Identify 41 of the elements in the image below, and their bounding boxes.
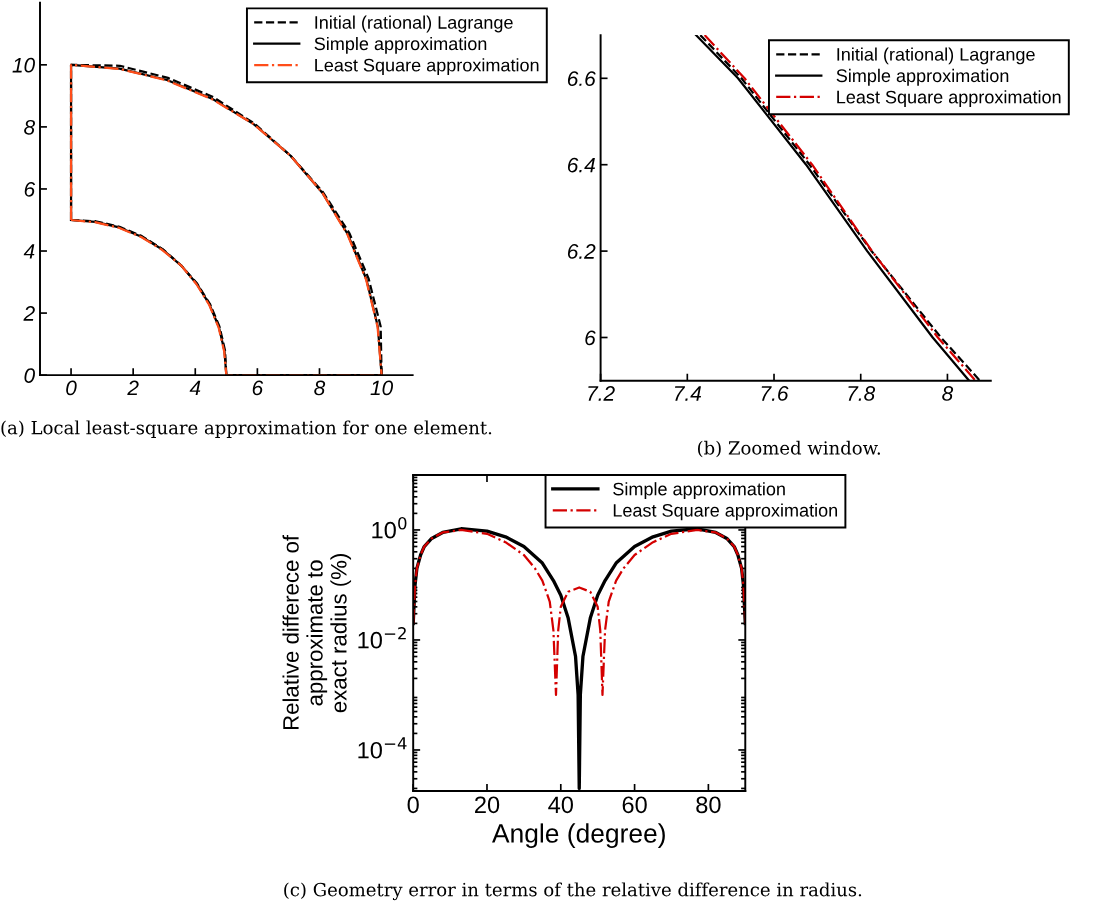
y-tick-label: 0 (24, 368, 35, 383)
text: (c) Geometry error in terms of the relative difference in radius. (284, 882, 862, 901)
x-tick-label: 80 (696, 796, 721, 814)
x-tick-label: 2 (127, 380, 139, 396)
x-tick-label: 20 (475, 796, 500, 814)
y-tick-label: 6 (585, 330, 596, 346)
text: (a) Local least-square approximation for one element. (1, 420, 492, 438)
y-tick-label: 2 (23, 306, 35, 321)
legend-label: Initial (rational) Lagrange (837, 47, 1035, 65)
y-tick-label: 10 (12, 57, 35, 73)
y-tick-label: 10$^{−4}$ (358, 737, 407, 759)
x-tick-label: 7.2 (588, 386, 615, 401)
y-tick-label: 6.2 (567, 244, 596, 259)
x-tick-label: 4 (189, 380, 201, 396)
legend-label: Least Square approximation (613, 503, 838, 521)
legend-label: Least Square approximation (837, 90, 1061, 108)
text: (b) Zoomed window. (697, 440, 880, 458)
x-tick-label: 0 (407, 796, 419, 814)
x-tick-label: 7.4 (674, 386, 702, 401)
legend-label: Initial (rational) Lagrange (315, 15, 513, 33)
y-tick-label: 6 (24, 181, 36, 197)
y-tick-label: 8 (24, 119, 36, 135)
x-tick-label: 0 (66, 380, 77, 396)
y-tick-label: 6.6 (567, 71, 596, 87)
x-tick-label: 7.6 (761, 386, 789, 401)
legend-label: Simple approximation (613, 482, 785, 499)
y-tick-label: 6.4 (567, 157, 595, 173)
y-tick-label: 4 (23, 244, 35, 259)
x-tick-label: 6 (252, 380, 264, 396)
x-tick-label: 8 (314, 380, 326, 396)
x-tick-label: 8 (942, 386, 954, 401)
y-tick-label: 10$^{−2}$ (358, 627, 406, 649)
x-tick-label: 40 (548, 796, 573, 814)
legend-label: Least Square approximation (315, 58, 539, 76)
legend-label: Simple approximation (314, 36, 487, 54)
y-axis-title: Relative differece of approximate to exact radius (%) (282, 534, 352, 730)
legend-label: Simple approximation (836, 68, 1009, 86)
y-tick-label: 10$^{0}$ (372, 517, 407, 539)
x-tick-label: 7.8 (848, 386, 876, 401)
x-axis-title: Angle (degree) (492, 823, 665, 848)
x-tick-label: 60 (622, 796, 647, 814)
